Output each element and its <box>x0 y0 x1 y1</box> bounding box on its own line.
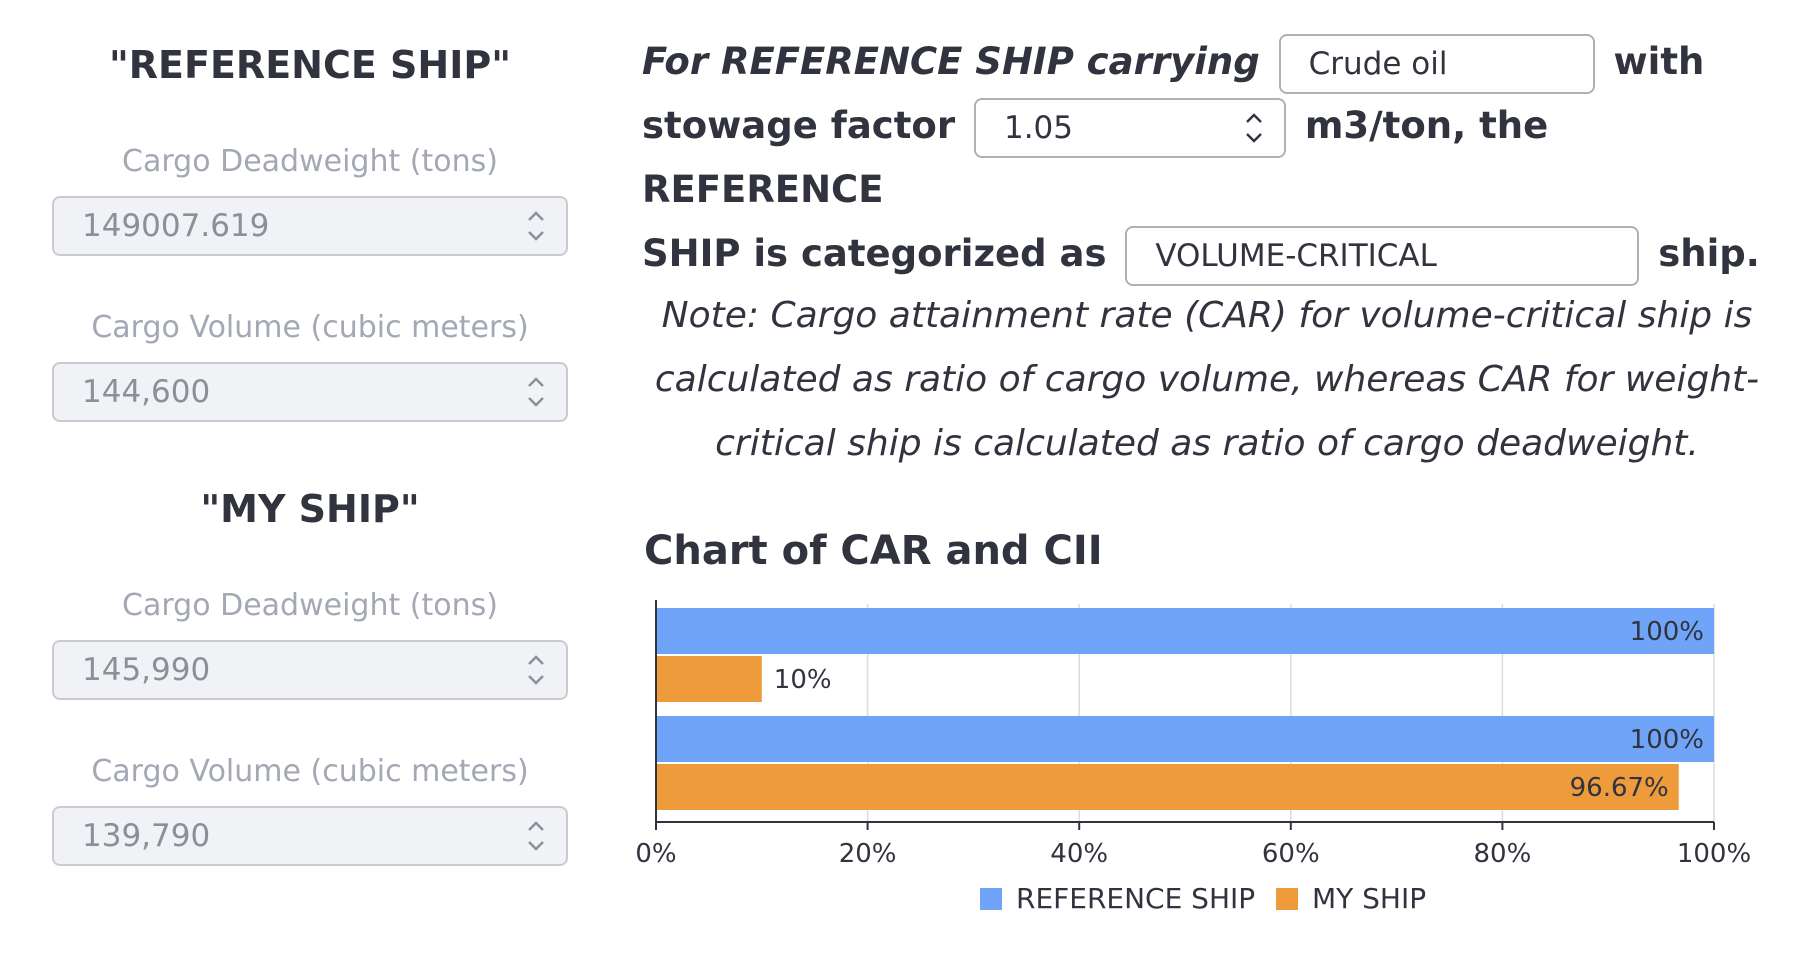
classification-sentence: For REFERENCE SHIP carrying Crude oil wi… <box>642 30 1772 286</box>
my-deadweight-stepper[interactable] <box>524 650 548 690</box>
car-bar-chart: 100% 10% 100% 96.67% 0% 20% 40% 60% 80% 100% REFER… <box>635 600 1751 915</box>
reference-volume-stepper[interactable] <box>524 372 548 412</box>
x-tick-label: 20% <box>839 839 897 869</box>
legend-reference-ship-label: REFERENCE SHIP <box>1016 882 1255 915</box>
cargo-type-input[interactable]: Crude oil <box>1278 33 1595 94</box>
legend-reference-ship-swatch <box>980 888 1002 910</box>
chart-title: Chart of CAR and CII <box>644 528 1103 574</box>
reference-deadweight-label: Cargo Deadweight (tons) <box>122 144 498 179</box>
bar-reference-ship <box>656 608 1714 654</box>
chevron-up-icon[interactable] <box>524 206 548 226</box>
chevron-down-icon[interactable] <box>524 670 548 690</box>
bar-value-label: 96.67% <box>1570 773 1669 803</box>
category-value: VOLUME-CRITICAL <box>1155 237 1437 274</box>
reference-ship-title: "REFERENCE SHIP" <box>109 43 511 87</box>
reference-deadweight-value: 149007.619 <box>82 208 270 244</box>
car-note: Note: Cargo attainment rate (CAR) for vo… <box>654 295 1760 464</box>
sentence-part3: stowage factor <box>642 104 956 147</box>
bar-my-ship <box>656 764 1679 810</box>
sentence-part4: m3/ton, the REFERENCE <box>642 104 1549 211</box>
bar-my-ship <box>656 656 762 702</box>
bar-value-label: 100% <box>1630 725 1704 755</box>
my-volume-value: 139,790 <box>82 818 211 854</box>
chevron-down-icon[interactable] <box>524 836 548 856</box>
chevron-up-icon[interactable] <box>524 372 548 392</box>
x-tick-label: 40% <box>1050 839 1108 869</box>
bar-reference-ship <box>656 716 1714 762</box>
chevron-down-icon[interactable] <box>524 392 548 412</box>
reference-volume-value: 144,600 <box>82 374 211 410</box>
stowage-factor-input[interactable]: 1.05 <box>973 97 1286 158</box>
stowage-factor-stepper[interactable] <box>1242 108 1266 148</box>
bar-value-label: 10% <box>774 665 832 695</box>
chevron-down-icon[interactable] <box>524 226 548 246</box>
x-tick-label: 0% <box>635 839 676 869</box>
stowage-factor-value: 1.05 <box>1003 109 1074 146</box>
my-deadweight-label: Cargo Deadweight (tons) <box>122 588 498 623</box>
reference-deadweight-stepper[interactable] <box>524 206 548 246</box>
my-volume-input[interactable]: 139,790 <box>52 806 568 866</box>
cargo-type-value: Crude oil <box>1308 45 1448 82</box>
reference-volume-input[interactable]: 144,600 <box>52 362 568 422</box>
sentence-part2: with <box>1613 40 1705 83</box>
x-tick-label: 60% <box>1262 839 1320 869</box>
legend-my-ship-label: MY SHIP <box>1312 882 1426 915</box>
chevron-down-icon[interactable] <box>1242 128 1266 148</box>
my-volume-label: Cargo Volume (cubic meters) <box>91 754 529 789</box>
category-output: VOLUME-CRITICAL <box>1125 225 1640 286</box>
my-ship-title: "MY SHIP" <box>200 487 420 531</box>
sentence-part1: For REFERENCE SHIP carrying <box>642 40 1260 83</box>
sentence-part6: ship. <box>1658 232 1760 275</box>
chevron-up-icon[interactable] <box>524 816 548 836</box>
x-tick-label: 80% <box>1474 839 1532 869</box>
my-deadweight-value: 145,990 <box>82 652 211 688</box>
chevron-up-icon[interactable] <box>524 650 548 670</box>
my-volume-stepper[interactable] <box>524 816 548 856</box>
bar-value-label: 100% <box>1630 617 1704 647</box>
chevron-up-icon[interactable] <box>1242 108 1266 128</box>
x-tick-label: 100% <box>1677 839 1751 869</box>
sentence-part5: SHIP is categorized as <box>642 232 1107 275</box>
legend-my-ship-swatch <box>1276 888 1298 910</box>
ship-inputs-panel: "REFERENCE SHIP" Cargo Deadweight (tons)… <box>52 30 568 866</box>
reference-deadweight-input[interactable]: 149007.619 <box>52 196 568 256</box>
my-deadweight-input[interactable]: 145,990 <box>52 640 568 700</box>
reference-volume-label: Cargo Volume (cubic meters) <box>91 310 529 345</box>
